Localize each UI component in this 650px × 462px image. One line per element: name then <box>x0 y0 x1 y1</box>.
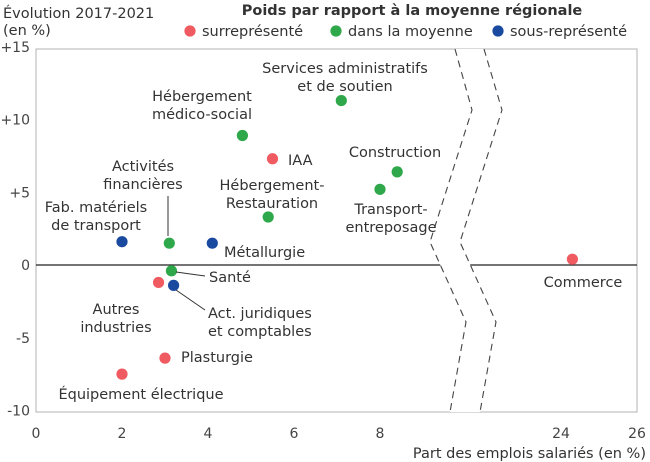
x-tick-label: 26 <box>628 426 646 442</box>
x-axis-title: Part des emplois salariés (en %) <box>413 446 646 462</box>
point <box>335 94 347 107</box>
point-label: Activités <box>112 159 174 175</box>
y-tick-label: -10 <box>7 404 30 420</box>
point-label: financières <box>103 177 182 193</box>
point <box>391 166 403 178</box>
y-tick-label: +10 <box>0 113 30 129</box>
point <box>168 279 180 291</box>
point-label: de transport <box>51 218 141 234</box>
point <box>116 236 128 248</box>
x-tick-label: 0 <box>32 426 41 442</box>
legend-marker <box>330 25 342 37</box>
point-label: Restauration <box>226 196 318 212</box>
x-tick-label: 4 <box>204 426 213 442</box>
x-tick-label: 2 <box>118 426 127 442</box>
point <box>159 352 171 364</box>
legend-marker <box>184 25 196 37</box>
point-label: Métallurgie <box>224 245 305 261</box>
point <box>236 129 248 142</box>
point-label: entreposage <box>345 220 436 236</box>
break-mask <box>430 49 502 412</box>
y-tick-label: +15 <box>0 40 30 56</box>
point-label: IAA <box>288 153 313 169</box>
point <box>116 368 128 380</box>
point <box>163 237 175 249</box>
plot-frame <box>35 48 638 413</box>
y-axis-title: (en %) <box>3 23 51 39</box>
legend-title: Poids par rapport à la moyenne régionale <box>242 3 583 19</box>
legend-label: dans la moyenne <box>348 24 473 40</box>
legend: Poids par rapport à la moyenne régionale… <box>184 3 627 40</box>
y-tick-label: -5 <box>16 331 30 347</box>
legend-label: surreprésenté <box>202 24 303 40</box>
x-tick-label: 24 <box>552 426 570 442</box>
axis-break <box>429 48 503 413</box>
y-axis-title: Évolution 2017-2021 <box>3 5 154 22</box>
legend-label: sous-représenté <box>510 24 627 40</box>
points-layer <box>116 94 579 380</box>
point <box>165 265 178 277</box>
x-tick-label: 8 <box>376 426 385 442</box>
point-label: et comptables <box>208 324 312 340</box>
break-line-left <box>429 48 473 413</box>
point-label: Autres <box>93 302 140 318</box>
point <box>266 153 279 165</box>
leader-line <box>175 289 206 311</box>
x-tick-label: 6 <box>290 426 299 442</box>
point-label: et de soutien <box>297 79 392 95</box>
point-label: Services administratifs <box>262 61 428 77</box>
point-label: Construction <box>349 145 441 161</box>
point-label: Santé <box>209 270 251 286</box>
point <box>152 276 165 289</box>
y-tick-label: 0 <box>21 258 30 274</box>
legend-marker <box>492 25 504 37</box>
point <box>206 237 218 249</box>
point <box>262 211 274 223</box>
point <box>374 183 386 195</box>
point-label: Hébergement <box>152 89 252 105</box>
y-tick-label: +5 <box>9 185 30 201</box>
point-label: Transport- <box>353 202 427 218</box>
point-label: Plasturgie <box>181 350 253 366</box>
point-label: Commerce <box>544 275 623 291</box>
leader-line <box>175 271 206 277</box>
point-label: médico-social <box>152 107 252 123</box>
point-labels-layer: Services administratifs et de soutien Hébe… <box>45 61 623 403</box>
point-label: Fab. matériels <box>45 200 147 216</box>
point-label: Act. juridiques <box>208 306 312 322</box>
break-line-right <box>459 48 503 413</box>
point-label: Hébergement- <box>220 178 325 194</box>
point-label: industries <box>80 320 151 336</box>
point <box>566 253 579 265</box>
point-label: Équipement électrique <box>58 386 223 403</box>
